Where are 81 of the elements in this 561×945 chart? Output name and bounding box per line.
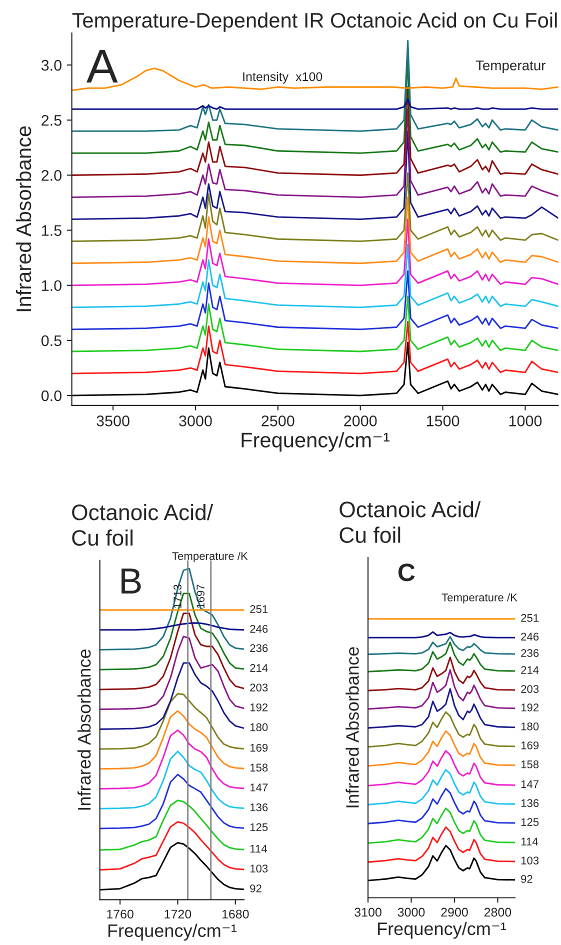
x-tick-label: 1680 [222,910,249,919]
series-label: 169 [521,741,539,750]
series-label: 92 [250,884,262,892]
series-label: 251 [521,614,539,622]
y-axis-title: Infrared Absorbance [346,647,359,808]
text: Temperature /K [442,593,518,604]
series-label: 192 [250,703,268,712]
series-label: 246 [521,632,539,641]
x-tick-label: 3000 [179,416,212,426]
annotation: A [86,50,118,83]
x-tick-label: 1760 [107,910,134,919]
series-label: 136 [250,803,268,812]
y-tick-label: 1.5 [42,225,62,236]
series-label: 125 [250,823,268,832]
annotation: Temperatur [476,60,546,74]
line-series [72,244,558,308]
x-tick-label: 2800 [484,908,512,917]
x-tick-label: 3100 [354,908,382,917]
series-label: 125 [521,818,539,826]
x-tick-label: 1500 [426,416,460,426]
line-series [72,172,558,242]
series-label: 236 [250,644,268,652]
series-label: 92 [521,875,532,883]
series-label: 180 [521,722,539,730]
ref-line-label: 1713 [174,584,182,608]
x-tick-label: 2500 [262,416,294,426]
series-label: 169 [250,744,268,752]
line-series [72,218,558,286]
line-series [72,40,558,132]
y-tick-label: 1.0 [42,280,62,292]
ref-line-label: 1697 [196,584,205,608]
y-axis-title: Infrared Absorbance [77,650,91,810]
y-tick-label: 3.0 [41,60,62,71]
series-label: 158 [250,764,268,772]
x-tick-label: 1000 [509,416,542,426]
y-tick-label: 0.0 [41,390,62,402]
line-series [72,98,558,110]
series-label: 114 [521,838,538,846]
annotation: B [122,568,141,594]
x-axis-title: Frequency/cm⁻¹ [378,922,506,939]
x-axis-title: Frequency/cm⁻¹ [242,432,390,452]
series-label: 203 [521,685,539,693]
series-label: 214 [250,664,268,672]
series-label: 251 [250,605,268,614]
line-series [72,342,558,396]
chart-title: Temperature-Dependent IR Octanoic Acid on Cu Foil [72,12,557,32]
line-series [72,86,558,176]
y-tick-label: 0.5 [41,335,62,346]
series-label: 180 [250,723,268,732]
y-axis-title: Infrared Absorbance [16,126,32,312]
text: Temperature /K [172,552,248,562]
series-label: 158 [521,760,539,768]
y-tick-label: 2.5 [42,114,62,126]
line-series [72,130,558,220]
series-label: 203 [250,684,268,692]
annotation: Intensity x100 [243,72,322,84]
series-label: 236 [521,649,539,658]
line-series [72,296,558,352]
line-series [72,196,558,264]
chart-title: Octanoic Acid/ Cu foil [340,501,481,543]
line-series [72,270,558,330]
x-tick-label: 3000 [398,908,425,917]
line-series [72,320,558,374]
chart-title: Octanoic Acid/ Cu foil [72,504,214,546]
series-label: 214 [521,666,539,674]
text: C [398,564,415,582]
series-label: 147 [521,780,539,788]
x-tick-label: 3500 [96,416,130,426]
series-label: 136 [521,799,539,808]
x-axis-title: Frequency/cm⁻¹ [108,924,237,941]
series-label: 246 [250,625,268,633]
series-label: 103 [521,856,539,864]
series-label: 147 [250,784,268,792]
y-tick-label: 2.0 [42,170,62,181]
x-tick-label: 2000 [344,416,377,426]
series-label: 192 [521,704,539,712]
x-tick-label: 2900 [441,908,468,917]
series-label: 103 [250,864,268,873]
x-tick-label: 1720 [164,910,192,919]
series-label: 114 [250,844,267,853]
line-series [72,108,558,198]
